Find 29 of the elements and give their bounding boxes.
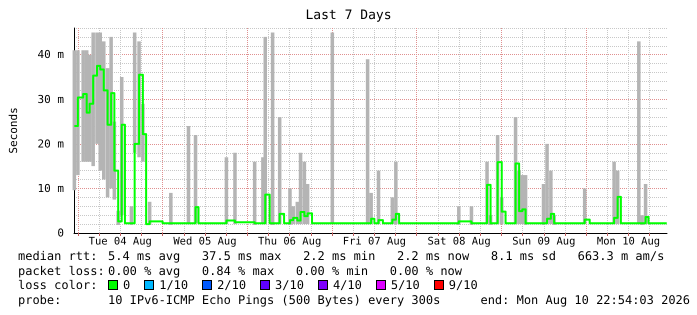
y-tick-label: 40 m bbox=[38, 48, 64, 62]
y-tick-label: 0 bbox=[57, 226, 64, 240]
y-axis-title: Seconds bbox=[7, 107, 20, 154]
text: 5.4 ms avg 37.5 ms max 2.2 ms min 2.2 ms now 8.1 ms sd 663.3 m am/s bbox=[108, 249, 664, 264]
text: 3/10 bbox=[274, 278, 304, 292]
text: end: Mon Aug 10 22:54:03 2026 bbox=[480, 292, 690, 307]
text: 0.00 % avg 0.84 % max 0.00 % min 0.00 % now bbox=[108, 264, 462, 278]
text: 10 IPv6-ICMP Echo Pings (500 Bytes) every 300s bbox=[108, 292, 440, 307]
x-tick-label: Sat 08 Aug bbox=[427, 236, 491, 248]
text: 5/10 bbox=[390, 278, 420, 292]
x-tick-label: Tue 04 Aug bbox=[88, 236, 152, 248]
y-tick-label: 10 m bbox=[38, 182, 64, 195]
text: loss color: bbox=[18, 278, 98, 292]
text: 4/10 bbox=[332, 278, 362, 292]
text: median rtt: bbox=[18, 249, 98, 264]
text: 2/10 bbox=[216, 278, 246, 292]
text: 1/10 bbox=[158, 278, 188, 292]
x-tick-label: Thu 06 Aug bbox=[258, 236, 322, 248]
y-tick-label: 20 m bbox=[38, 137, 64, 150]
x-tick-label: Wed 05 Aug bbox=[173, 236, 237, 248]
x-tick-label: Sun 09 Aug bbox=[512, 236, 576, 248]
y-tick-label: 30 m bbox=[38, 92, 64, 106]
text: 0 bbox=[122, 278, 130, 292]
text: probe: bbox=[18, 292, 62, 307]
chart-title: Last 7 Days bbox=[305, 8, 392, 23]
text: 9/10 bbox=[448, 278, 478, 292]
text: packet loss: bbox=[18, 264, 105, 278]
x-tick-label: Fri 07 Aug bbox=[342, 236, 406, 248]
x-tick-label: Mon 10 Aug bbox=[596, 236, 660, 248]
